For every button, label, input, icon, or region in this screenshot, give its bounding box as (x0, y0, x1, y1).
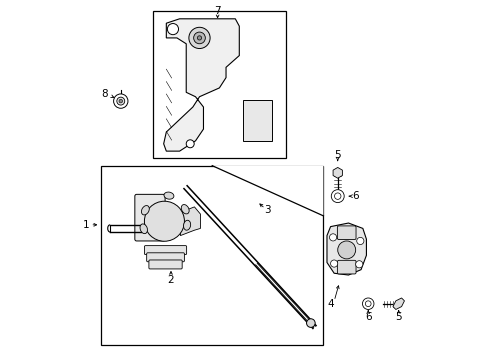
Polygon shape (392, 298, 404, 310)
Circle shape (337, 241, 355, 259)
Polygon shape (332, 167, 342, 178)
Circle shape (117, 97, 124, 105)
Circle shape (356, 237, 363, 244)
Text: 9: 9 (261, 111, 267, 121)
FancyBboxPatch shape (337, 260, 355, 274)
Circle shape (355, 261, 362, 268)
FancyBboxPatch shape (148, 260, 182, 269)
Ellipse shape (163, 192, 174, 199)
Text: 2: 2 (167, 275, 174, 285)
Bar (101, 166, 323, 345)
Ellipse shape (181, 204, 189, 214)
FancyBboxPatch shape (146, 253, 184, 262)
Circle shape (197, 36, 201, 40)
Circle shape (334, 193, 340, 199)
Circle shape (119, 99, 122, 103)
Circle shape (144, 201, 184, 241)
Text: 1: 1 (82, 220, 89, 230)
Text: 3: 3 (264, 206, 270, 216)
Circle shape (330, 190, 344, 203)
Text: 4: 4 (326, 299, 333, 309)
Ellipse shape (141, 206, 149, 215)
Ellipse shape (140, 224, 147, 234)
FancyBboxPatch shape (337, 226, 355, 239)
FancyBboxPatch shape (135, 194, 165, 241)
Text: 5: 5 (334, 150, 340, 160)
Polygon shape (163, 19, 239, 151)
Circle shape (306, 319, 314, 327)
Circle shape (330, 260, 337, 267)
Ellipse shape (183, 220, 190, 230)
Text: 5: 5 (395, 312, 401, 322)
Text: 6: 6 (364, 312, 371, 322)
Circle shape (193, 32, 205, 44)
Polygon shape (326, 223, 366, 275)
Circle shape (329, 234, 336, 241)
Circle shape (113, 94, 128, 108)
Circle shape (188, 27, 210, 49)
FancyBboxPatch shape (144, 246, 186, 255)
Text: 6: 6 (352, 191, 358, 201)
Circle shape (167, 23, 178, 35)
Circle shape (186, 140, 194, 148)
Polygon shape (180, 207, 200, 235)
Polygon shape (212, 166, 323, 216)
Bar (153, 12, 285, 158)
Text: 8: 8 (101, 89, 108, 99)
Text: 7: 7 (214, 6, 221, 17)
Circle shape (365, 301, 370, 307)
Circle shape (362, 298, 373, 310)
Bar (243, 100, 272, 141)
